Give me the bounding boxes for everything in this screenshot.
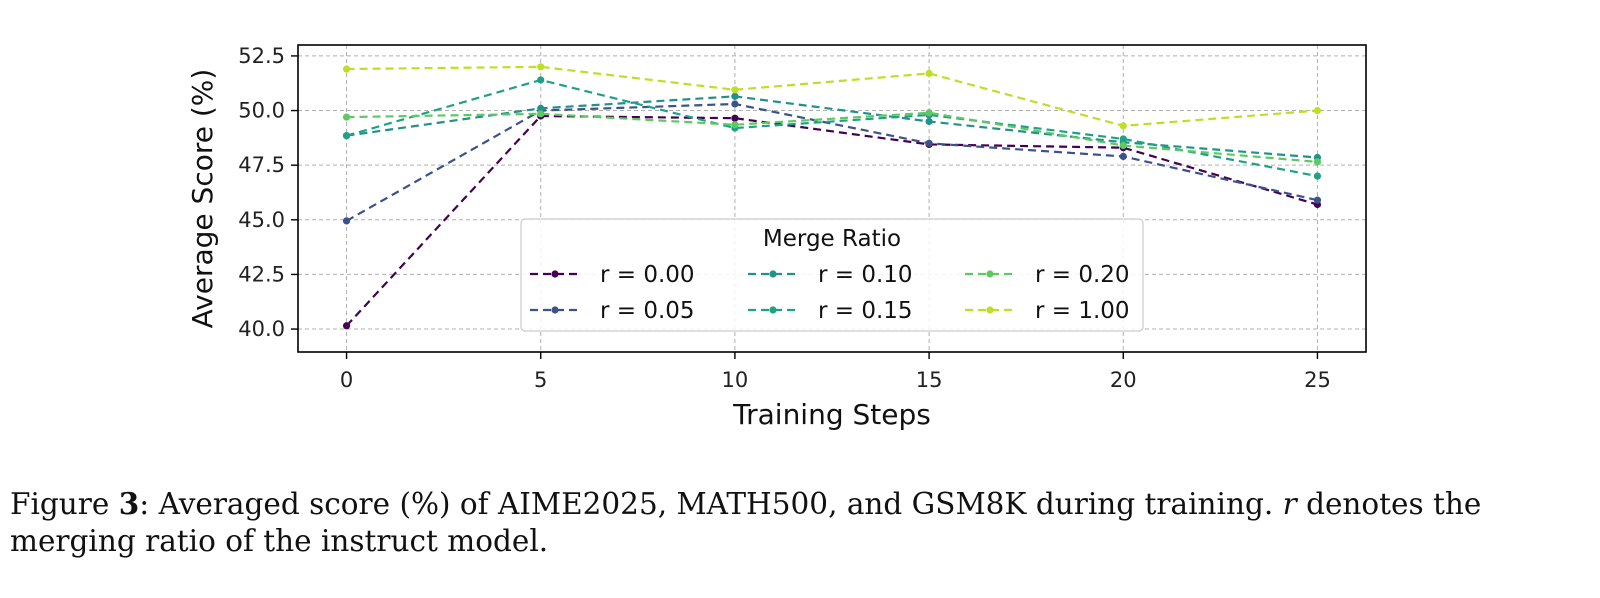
data-point bbox=[537, 76, 545, 84]
data-point bbox=[925, 117, 933, 126]
data-point bbox=[342, 217, 351, 225]
legend-label: r = 0.20 bbox=[1035, 262, 1130, 288]
caption-label: Figure bbox=[10, 487, 119, 521]
series-r-1-00 bbox=[342, 63, 1322, 130]
plot-area-frame bbox=[297, 44, 1367, 353]
data-point bbox=[1313, 106, 1322, 115]
data-point bbox=[1119, 122, 1127, 130]
legend-marker bbox=[551, 306, 559, 314]
legend-marker bbox=[986, 270, 994, 278]
data-point bbox=[731, 92, 739, 100]
caption-ratio-symbol: r bbox=[1282, 487, 1297, 521]
x-tick-label: 20 bbox=[1110, 368, 1137, 392]
legend-marker bbox=[769, 270, 777, 278]
figure-caption: Figure 3: Averaged score (%) of AIME2025… bbox=[10, 485, 1590, 560]
legend-box bbox=[520, 218, 1144, 332]
legend-marker bbox=[986, 306, 994, 314]
legend-marker bbox=[769, 306, 777, 314]
legend-title: Merge Ratio bbox=[763, 226, 901, 252]
series-line bbox=[346, 102, 1318, 222]
data-point bbox=[1313, 196, 1322, 204]
y-tick-label: 45.0 bbox=[238, 208, 285, 232]
x-tick-label: 15 bbox=[916, 368, 943, 392]
y-axis-label: Average Score (%) bbox=[186, 69, 219, 329]
series-lines bbox=[342, 63, 1322, 330]
series-line bbox=[345, 114, 1318, 327]
series-r-0-15 bbox=[342, 76, 1322, 180]
x-axis-label: Training Steps bbox=[732, 398, 931, 431]
data-point bbox=[537, 110, 545, 118]
y-tick-label: 47.5 bbox=[238, 153, 285, 177]
series-line bbox=[346, 78, 1318, 178]
series-line bbox=[346, 95, 1318, 159]
caption-figure-number: 3 bbox=[118, 486, 140, 521]
data-point bbox=[1119, 152, 1127, 161]
x-tick-label: 0 bbox=[340, 368, 353, 392]
legend: Merge Ratio r = 0.00 r = 0.05 r = 0.10 r = 0… bbox=[520, 218, 1144, 332]
line-chart: 0 5 10 15 20 25 40.0 42.5 45.0 47.5 50.0 52.5 Train… bbox=[186, 44, 1367, 431]
legend-item: r = 0.20 bbox=[965, 262, 1130, 288]
legend-item: r = 1.00 bbox=[965, 298, 1130, 324]
data-point bbox=[1119, 141, 1127, 150]
data-point bbox=[1313, 158, 1322, 166]
axis-ticks: 0 5 10 15 20 25 40.0 42.5 45.0 47.5 50.0 52.5 bbox=[238, 44, 1331, 392]
y-tick-label: 42.5 bbox=[238, 262, 285, 286]
caption-text-part-1: : Averaged score (%) of AIME2025, MATH50… bbox=[139, 487, 1283, 521]
data-point bbox=[731, 121, 739, 129]
series-line bbox=[346, 111, 1318, 163]
data-point bbox=[731, 114, 739, 122]
legend-item: r = 0.15 bbox=[748, 298, 913, 324]
data-point bbox=[925, 109, 933, 117]
data-point bbox=[1313, 172, 1322, 180]
legend-item: r = 0.10 bbox=[748, 262, 913, 288]
data-point bbox=[925, 139, 933, 147]
series-r-0-10 bbox=[342, 92, 1322, 162]
data-point bbox=[342, 113, 351, 121]
legend-marker bbox=[551, 270, 559, 278]
data-point bbox=[731, 100, 739, 108]
series-r-0-20 bbox=[342, 109, 1322, 166]
y-tick-label: 52.5 bbox=[238, 44, 285, 68]
x-tick-label: 5 bbox=[534, 368, 547, 392]
data-point bbox=[731, 86, 739, 94]
data-point bbox=[342, 132, 351, 140]
data-point bbox=[342, 322, 351, 330]
data-point bbox=[537, 104, 545, 112]
caption-text-part-2: denotes the merging ratio of the instruc… bbox=[10, 487, 1482, 558]
series-line bbox=[346, 65, 1318, 127]
legend-item: r = 0.05 bbox=[530, 298, 695, 324]
legend-label: r = 0.05 bbox=[600, 298, 695, 324]
data-point bbox=[342, 65, 351, 73]
y-tick-label: 40.0 bbox=[238, 317, 285, 341]
data-point bbox=[1119, 135, 1127, 143]
data-point bbox=[537, 63, 545, 71]
legend-label: r = 1.00 bbox=[1035, 298, 1130, 324]
y-tick-label: 50.0 bbox=[238, 99, 285, 123]
x-tick-label: 10 bbox=[722, 368, 749, 392]
data-point bbox=[925, 69, 933, 78]
legend-item: r = 0.00 bbox=[530, 262, 695, 288]
x-tick-label: 25 bbox=[1304, 368, 1331, 392]
legend-label: r = 0.15 bbox=[818, 298, 913, 324]
legend-label: r = 0.00 bbox=[600, 262, 695, 288]
legend-label: r = 0.10 bbox=[818, 262, 913, 288]
